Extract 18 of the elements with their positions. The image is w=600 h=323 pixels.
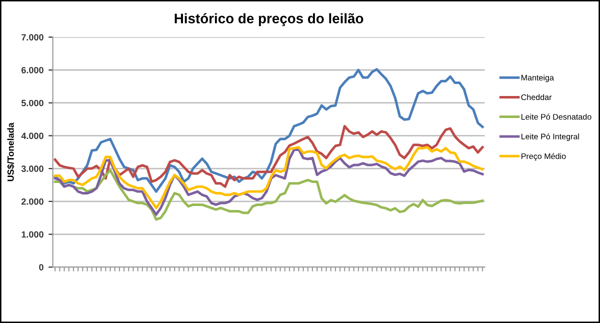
y-tick-label: 5.000 — [21, 100, 44, 106]
chart-title: Histórico de preços do leilão — [174, 13, 364, 26]
y-tick-label: 3.000 — [21, 166, 44, 172]
y-tick-label: 2.000 — [21, 198, 44, 205]
y-tick-label: 4.000 — [21, 132, 44, 140]
y-tick-label: 1.000 — [22, 231, 44, 238]
legend-label: Manteiga — [521, 74, 554, 82]
legend-label: Leite Pó Integral — [521, 133, 579, 141]
line-series — [54, 168, 484, 221]
line-series — [54, 68, 484, 193]
legend-label: Preço Médio — [521, 153, 566, 161]
y-axis-title: US$/Tonelada — [7, 122, 14, 182]
y-tick-label: 6.000 — [22, 66, 44, 74]
legend-label: Leite Pó Desnatado — [521, 114, 592, 120]
y-tick-label: 0 — [39, 264, 44, 270]
y-tick-label: 7.000 — [22, 34, 44, 41]
legend-label: Cheddar — [521, 94, 552, 100]
line-series — [54, 124, 484, 188]
